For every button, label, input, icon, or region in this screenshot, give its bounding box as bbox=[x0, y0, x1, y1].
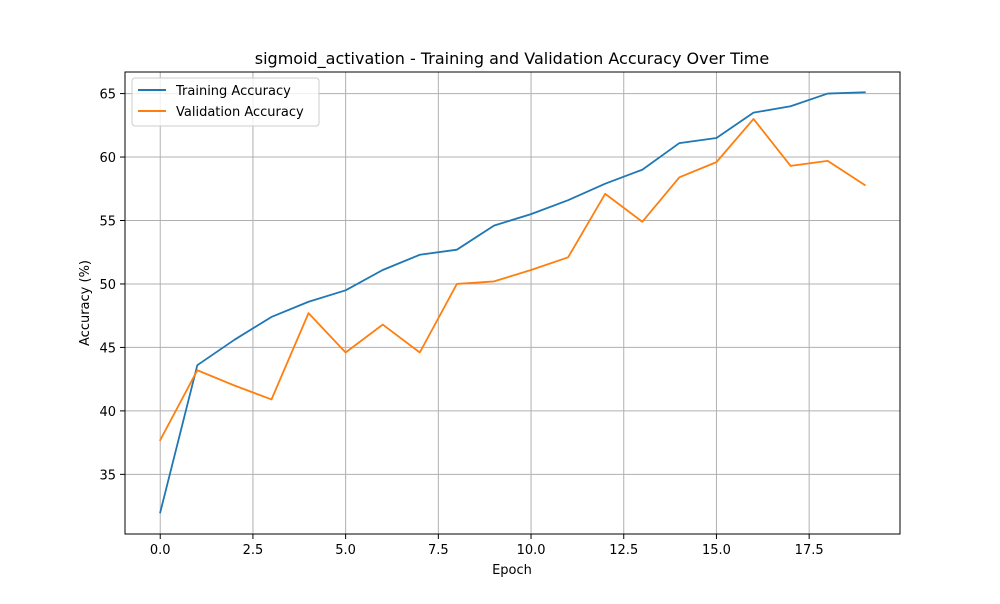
y-axis-ticks: 35 40 45 50 55 60 65 bbox=[99, 88, 125, 483]
x-tick-label: 12.5 bbox=[609, 543, 638, 558]
y-tick-label: 60 bbox=[99, 151, 116, 166]
x-tick-label: 5.0 bbox=[335, 543, 356, 558]
y-tick-label: 40 bbox=[99, 405, 116, 420]
series-line-training bbox=[159, 91, 866, 514]
y-axis-label: Accuracy (%) bbox=[78, 260, 93, 346]
x-tick-label: 0.0 bbox=[150, 543, 171, 558]
grid bbox=[125, 72, 900, 534]
series-line-validation bbox=[159, 118, 867, 442]
y-tick-label: 50 bbox=[99, 278, 116, 293]
legend: Training Accuracy Validation Accuracy bbox=[131, 77, 320, 127]
legend-box bbox=[131, 77, 320, 127]
x-tick-label: 2.5 bbox=[243, 543, 264, 558]
y-tick-label: 55 bbox=[99, 215, 116, 230]
x-axis-ticks: 0.0 2.5 5.0 7.5 10.0 12.5 15.0 17.5 bbox=[150, 534, 824, 558]
x-tick-label: 10.0 bbox=[517, 543, 546, 558]
y-tick-label: 35 bbox=[99, 468, 116, 483]
legend-label-validation: Validation Accuracy bbox=[176, 105, 304, 120]
y-tick-label: 65 bbox=[99, 88, 116, 103]
x-axis-label: Epoch bbox=[492, 563, 532, 578]
chart-title: sigmoid_activation - Training and Valida… bbox=[255, 49, 769, 69]
series-lines bbox=[159, 91, 867, 514]
x-tick-label: 17.5 bbox=[795, 543, 824, 558]
plot-area-frame bbox=[124, 71, 901, 535]
legend-label-training: Training Accuracy bbox=[175, 84, 291, 99]
x-tick-label: 7.5 bbox=[428, 543, 449, 558]
x-tick-label: 15.0 bbox=[702, 543, 731, 558]
y-tick-label: 45 bbox=[99, 341, 116, 356]
